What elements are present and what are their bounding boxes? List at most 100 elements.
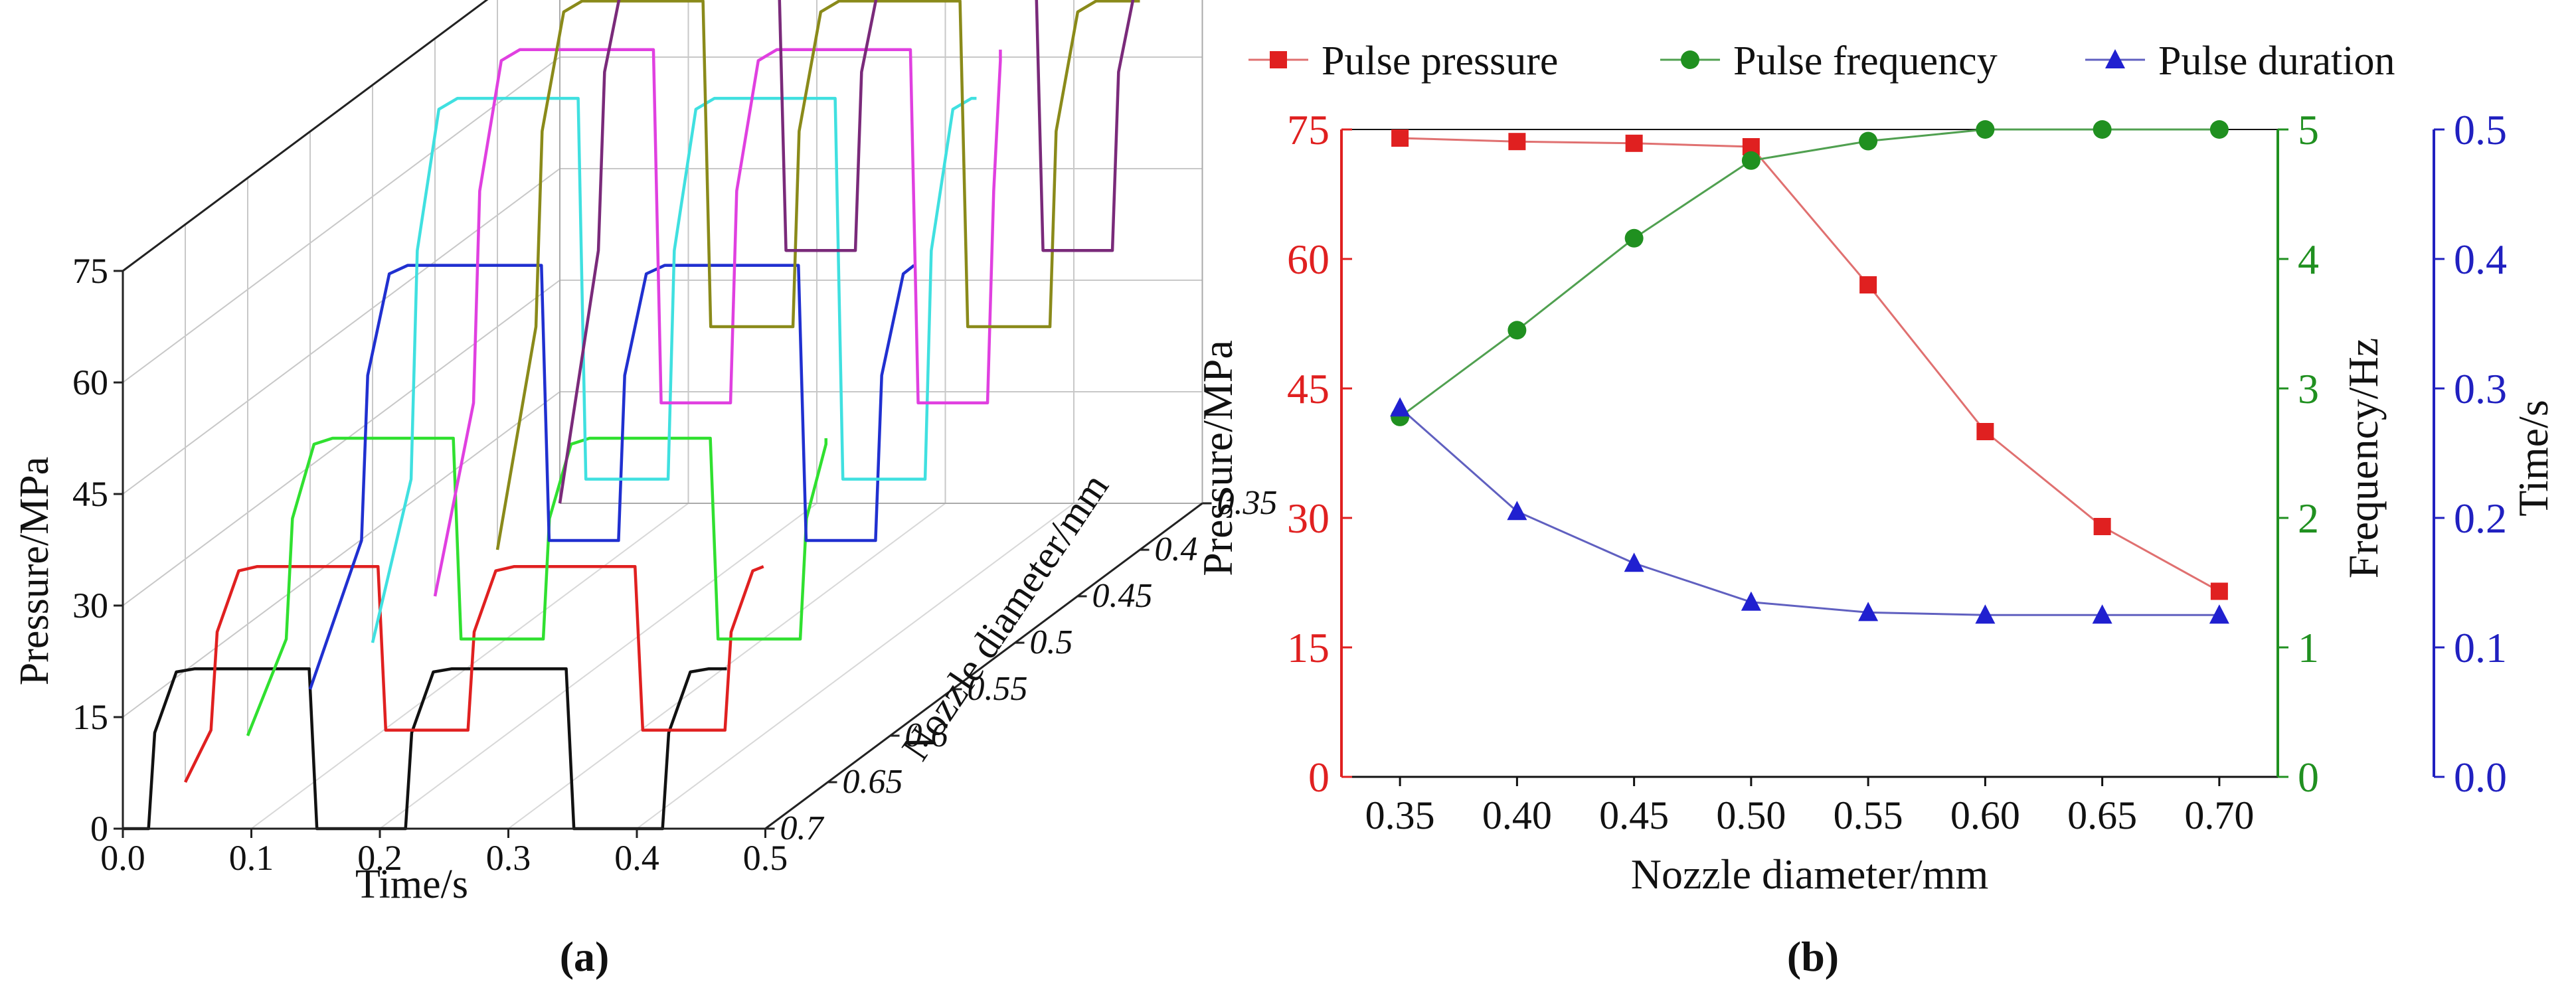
x-axis-title: Time/s <box>355 862 468 907</box>
y-axis-title: Pressure/MPa <box>12 457 57 685</box>
y-tick-label: 75 <box>72 251 108 291</box>
side-grid-line-y <box>122 56 560 383</box>
y-tick-label-time: 0.3 <box>2454 365 2507 412</box>
z-tick-label: 0.4 <box>1155 531 1198 568</box>
series-line-nozzle-0.35 <box>558 0 1135 504</box>
x-tick-label: 0.1 <box>229 838 274 878</box>
z-tick-label: 0.65 <box>843 763 903 801</box>
series-line-nozzle-0.4 <box>495 0 1140 550</box>
z-axis-line <box>764 502 1203 830</box>
panel-label-b: (b) <box>1787 933 1839 980</box>
floor-grid-line-x <box>507 503 946 829</box>
floor-grid-line-x <box>250 503 689 829</box>
data-point-time <box>1390 397 1411 417</box>
panel-label-a-text: (a) <box>560 933 610 980</box>
data-point-time <box>1624 552 1644 572</box>
y-tick-label-time: 0.1 <box>2454 624 2507 671</box>
data-point-time <box>1507 501 1527 521</box>
x-axis-title: Nozzle diameter/mm <box>1631 851 1988 898</box>
floor-grid-line-x <box>379 503 817 829</box>
y-tick-label-frequency: 4 <box>2298 236 2319 283</box>
x-tick-label: 0.35 <box>1365 793 1435 837</box>
x-tick-label: 0.60 <box>1950 793 2020 837</box>
x-tick-label: 0.40 <box>1482 793 1552 837</box>
legend-marker-pressure <box>1270 51 1287 68</box>
x-tick-label: 0.0 <box>100 838 145 878</box>
y-tick-label: 0 <box>90 809 108 849</box>
data-point-frequency <box>1859 131 1878 151</box>
series-line-nozzle-0.6 <box>246 436 827 736</box>
x-tick-label: 0.55 <box>1834 793 1903 837</box>
y-tick-label-time: 0.5 <box>2454 106 2507 153</box>
y-tick-label: 30 <box>72 586 108 625</box>
series-line-nozzle-0.5 <box>371 96 977 643</box>
series-line-nozzle-0.65 <box>183 564 764 783</box>
z-tick-label: 0.7 <box>780 809 825 847</box>
y-tick-label-frequency: 1 <box>2298 624 2319 671</box>
side-grid-line-y <box>122 391 560 718</box>
series-line-nozzle-0.55 <box>308 264 915 690</box>
data-point-frequency <box>2093 120 2112 139</box>
y-tick-label-pressure: 60 <box>1287 236 1330 283</box>
data-point-time <box>2092 604 2112 624</box>
y-tick-label-frequency: 3 <box>2298 365 2319 412</box>
y-tick-label-pressure: 45 <box>1287 365 1330 412</box>
data-point-pressure <box>1625 134 1643 152</box>
y-tick-label-pressure: 75 <box>1287 106 1330 153</box>
x-tick-label: 0.2 <box>357 838 402 878</box>
data-point-time <box>1741 591 1761 611</box>
x-tick-label: 0.70 <box>2184 793 2254 837</box>
y-tick-label-pressure: 0 <box>1308 754 1330 801</box>
x-tick-label: 0.5 <box>743 838 788 878</box>
side-grid-line-y <box>122 280 560 606</box>
data-point-frequency <box>1507 321 1527 340</box>
x-tick-label: 0.65 <box>2067 793 2137 837</box>
series-line-time <box>1399 407 2219 616</box>
z-tick-label: 0.5 <box>1030 623 1073 661</box>
data-point-pressure <box>1859 276 1877 293</box>
box-top-edge <box>122 0 489 272</box>
panel-label-a: (a) <box>560 933 610 980</box>
x-tick-label: 0.50 <box>1716 793 1786 837</box>
x-tick-label: 0.45 <box>1599 793 1669 837</box>
data-point-frequency <box>2209 120 2229 139</box>
data-point-pressure <box>1976 423 1994 440</box>
series-line-nozzle-0.45 <box>433 48 1002 597</box>
floor-grid-line-x <box>636 503 1074 829</box>
series-line-frequency <box>1399 128 2219 418</box>
z-tick-label: 0.6 <box>905 716 948 754</box>
side-grid-line-y <box>122 0 488 272</box>
z-tick-label: 0.35 <box>1217 484 1278 522</box>
y-tick-label-time: 0.2 <box>2454 495 2507 542</box>
legend-label-frequency: Pulse frequency <box>1733 39 1998 84</box>
data-point-pressure <box>2210 582 2228 600</box>
y-tick-label-pressure: 30 <box>1287 495 1330 542</box>
data-point-frequency <box>1624 228 1644 248</box>
y-tick-label-time: 0.0 <box>2454 754 2507 801</box>
legend-marker-frequency <box>1681 50 1699 69</box>
data-point-pressure <box>1508 133 1526 151</box>
data-point-frequency <box>1976 120 1995 139</box>
legend-marker-time <box>2105 49 2125 68</box>
z-tick-label: 0.55 <box>968 670 1028 708</box>
side-grid-line-y <box>122 168 560 495</box>
y-tick-label-time: 0.4 <box>2454 236 2507 283</box>
y-axis-title-frequency: Frequency/Hz <box>2340 338 2387 579</box>
y-tick-label: 45 <box>72 474 108 514</box>
y-tick-label: 15 <box>72 697 108 737</box>
series-line-pressure <box>1400 137 2220 592</box>
x-tick-label: 0.3 <box>486 838 531 878</box>
data-point-frequency <box>1741 151 1760 170</box>
data-point-time <box>1858 602 1879 621</box>
legend-label-pressure: Pulse pressure <box>1322 39 1558 84</box>
data-point-pressure <box>1391 129 1409 147</box>
z-tick-label: 0.45 <box>1092 577 1153 615</box>
z-axis-title: Nozzle diameter/mm <box>893 465 1117 768</box>
y-axis-title-time: Time/s <box>2510 400 2557 517</box>
panel-a-3d-chart: 0.0 0.1 0.2 0.3 0.4 0.5015304560750.350.40.45… <box>12 0 1278 980</box>
legend-label-time: Pulse duration <box>2158 39 2395 84</box>
y-axis-title-pressure: Pressure/MPa <box>1194 340 1241 576</box>
y-tick-label-pressure: 15 <box>1287 624 1330 671</box>
